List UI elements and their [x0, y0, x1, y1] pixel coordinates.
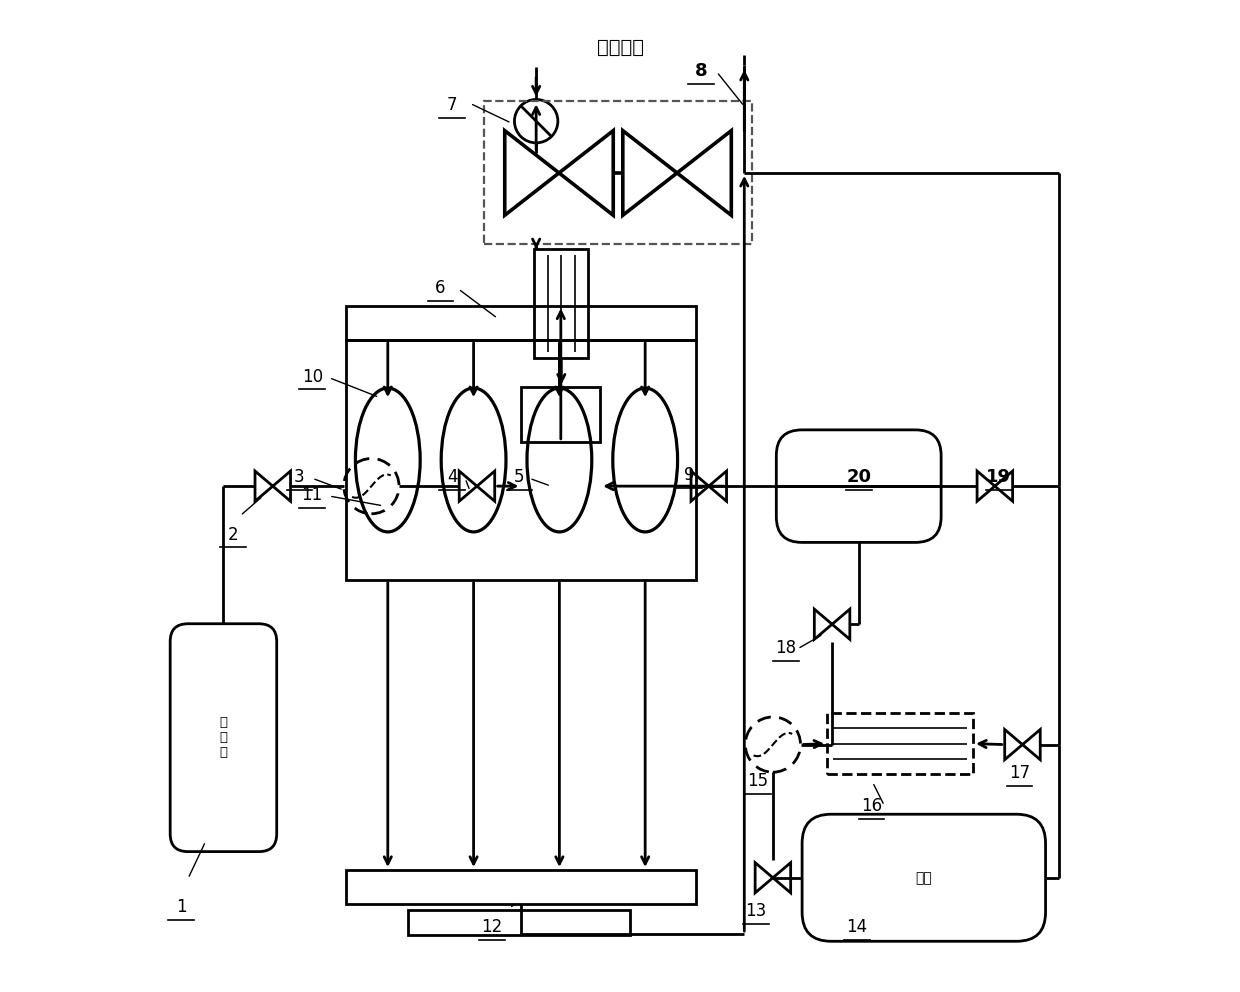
Text: 天
然
气: 天 然 气	[219, 716, 227, 759]
Text: 14: 14	[846, 919, 867, 936]
Bar	[346, 340, 696, 580]
Bar	[408, 911, 630, 935]
Text: 7: 7	[448, 96, 458, 114]
Text: 9: 9	[683, 466, 694, 484]
Bar	[484, 101, 753, 244]
Text: 2: 2	[228, 526, 238, 544]
Bar	[346, 870, 696, 905]
Bar	[346, 306, 696, 340]
Text: 3: 3	[294, 468, 305, 486]
Text: 10: 10	[301, 368, 322, 386]
Text: 18: 18	[775, 639, 796, 657]
Text: 乙醇: 乙醇	[915, 871, 932, 885]
Text: 4: 4	[448, 468, 458, 486]
Text: 大气环境: 大气环境	[596, 38, 644, 57]
Text: 19: 19	[986, 468, 1012, 486]
Bar	[827, 713, 973, 774]
Bar	[521, 388, 600, 441]
Text: 15: 15	[748, 772, 769, 791]
Text: 12: 12	[481, 919, 502, 936]
Bar	[534, 249, 589, 358]
Text: 11: 11	[301, 486, 322, 504]
Text: 16: 16	[861, 797, 882, 814]
Text: 1: 1	[176, 899, 186, 917]
Text: 5: 5	[515, 468, 525, 486]
Text: 13: 13	[745, 903, 766, 921]
Text: 6: 6	[435, 279, 445, 297]
Text: 8: 8	[694, 62, 707, 80]
Text: 20: 20	[846, 468, 872, 486]
Text: 17: 17	[1009, 764, 1030, 783]
